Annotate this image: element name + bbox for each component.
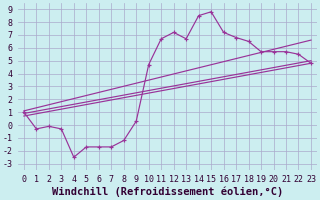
X-axis label: Windchill (Refroidissement éolien,°C): Windchill (Refroidissement éolien,°C) xyxy=(52,187,283,197)
